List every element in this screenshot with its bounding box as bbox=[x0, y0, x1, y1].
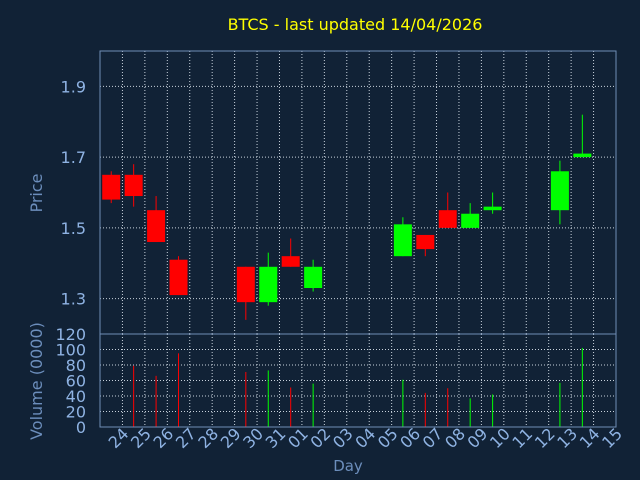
volume-tick-label: 80 bbox=[66, 356, 86, 375]
candle-body bbox=[573, 153, 592, 158]
volume-grid bbox=[100, 334, 616, 427]
volume-tick-label: 40 bbox=[66, 387, 86, 406]
price-grid bbox=[100, 51, 616, 334]
candle-body bbox=[483, 206, 502, 211]
chart-title: BTCS - last updated 14/04/2026 bbox=[228, 15, 483, 34]
price-tick-label: 1.5 bbox=[61, 219, 86, 238]
candle-body bbox=[102, 174, 121, 200]
candle-10 bbox=[483, 192, 502, 214]
candle-06 bbox=[393, 217, 412, 257]
volume-tick-label: 100 bbox=[55, 341, 86, 360]
volume-bars bbox=[133, 347, 583, 427]
candle-27 bbox=[169, 256, 188, 296]
candle-body bbox=[169, 259, 188, 296]
x-tick-label: 15 bbox=[598, 424, 626, 452]
price-candles bbox=[102, 114, 592, 320]
candle-25 bbox=[124, 164, 143, 207]
volume-tick-label: 20 bbox=[66, 403, 86, 422]
x-axis-ticks: 2425262728293031010203040506070809101112… bbox=[105, 424, 626, 452]
volume-tick-label: 60 bbox=[66, 372, 86, 391]
volume-axis-label: Volume (0000) bbox=[27, 322, 46, 440]
candle-31 bbox=[259, 252, 278, 306]
candle-body bbox=[147, 210, 166, 243]
candle-body bbox=[438, 210, 457, 228]
price-tick-label: 1.3 bbox=[61, 290, 86, 309]
candle-08 bbox=[438, 192, 457, 228]
candle-body bbox=[281, 256, 300, 267]
candle-07 bbox=[416, 234, 435, 257]
candle-24 bbox=[102, 171, 121, 204]
candle-body bbox=[416, 234, 435, 250]
candle-body bbox=[124, 174, 143, 197]
candle-01 bbox=[281, 238, 300, 267]
candle-26 bbox=[147, 196, 166, 243]
volume-tick-label: 120 bbox=[55, 325, 86, 344]
candle-body bbox=[550, 171, 569, 211]
candle-body bbox=[304, 266, 323, 289]
candle-13 bbox=[550, 160, 569, 225]
candle-09 bbox=[461, 203, 480, 228]
volume-tick-label: 0 bbox=[76, 418, 86, 437]
price-tick-label: 1.9 bbox=[61, 77, 86, 96]
price-panel: 1.3 1.5 1.7 1.9 Price bbox=[27, 50, 617, 335]
price-axis-label: Price bbox=[27, 173, 46, 212]
candle-body bbox=[393, 224, 412, 257]
price-tick-label: 1.7 bbox=[61, 148, 86, 167]
candle-30 bbox=[236, 266, 255, 320]
candle-body bbox=[461, 213, 480, 228]
candle-body bbox=[236, 266, 255, 303]
candle-02 bbox=[304, 259, 323, 292]
candle-14 bbox=[573, 114, 592, 158]
price-ticks: 1.3 1.5 1.7 1.9 bbox=[61, 77, 86, 308]
volume-frame bbox=[99, 333, 617, 428]
candle-body bbox=[259, 266, 278, 303]
x-axis-label: Day bbox=[333, 457, 363, 475]
